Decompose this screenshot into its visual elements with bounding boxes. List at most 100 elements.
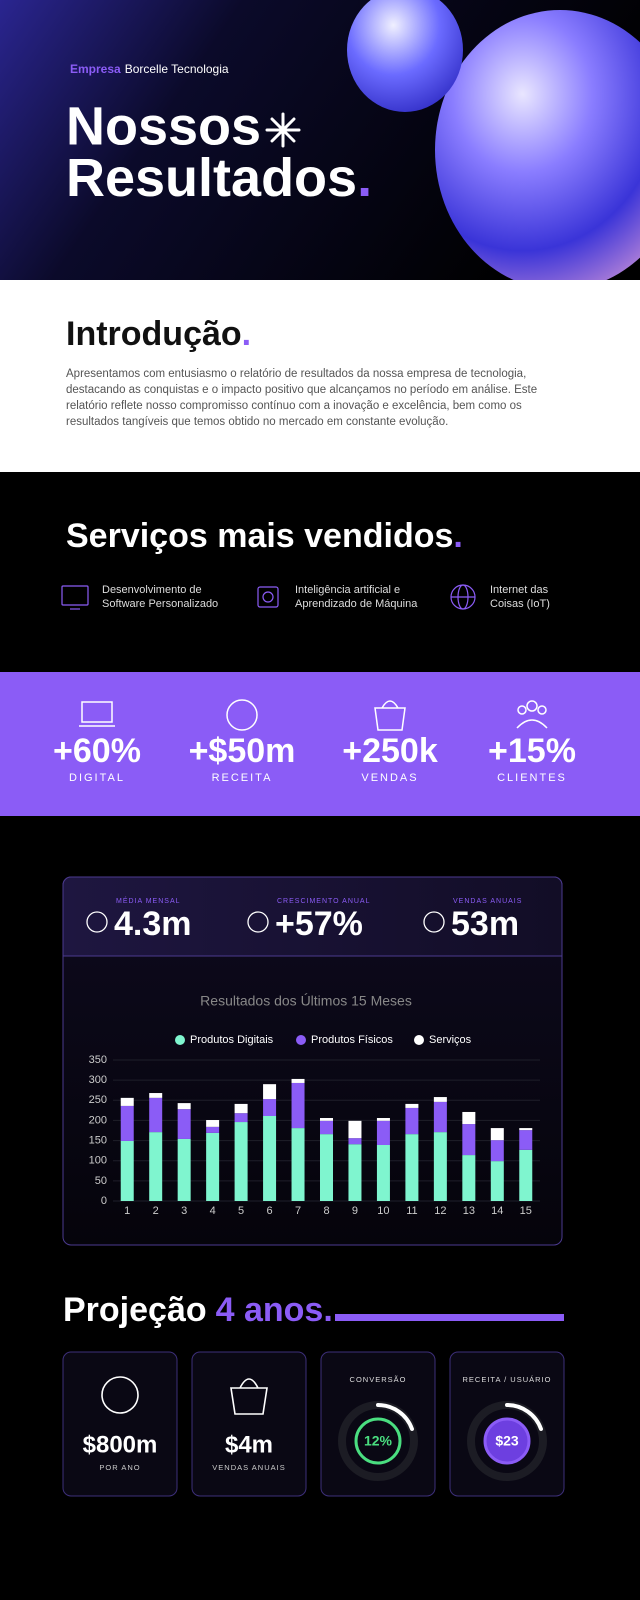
- kpi-icon: [247, 911, 269, 933]
- legend-label: Produtos Físicos: [311, 1034, 393, 1046]
- card-label: RECEITA / USUÁRIO: [463, 1375, 552, 1384]
- bar-segment: [320, 1118, 333, 1121]
- bar-segment: [433, 1097, 447, 1102]
- x-tick-label: 6: [267, 1205, 273, 1217]
- bar-segment: [519, 1149, 533, 1201]
- blob: [347, 0, 463, 112]
- services-bg: [0, 472, 640, 672]
- service-icon: [450, 584, 476, 610]
- stat-label: DIGITAL: [69, 772, 125, 784]
- kpi-value: 53m: [451, 905, 519, 943]
- icon-part: [226, 699, 258, 731]
- x-tick-label: 9: [352, 1205, 358, 1217]
- card-value: $800m: [83, 1431, 158, 1458]
- bar-segment: [348, 1144, 362, 1201]
- stats-bg: [0, 672, 640, 816]
- icon-part: [262, 591, 274, 603]
- chart-title: Resultados dos Últimos 15 Meses: [200, 993, 412, 1009]
- bar-segment: [348, 1120, 362, 1139]
- x-tick-label: 10: [377, 1205, 389, 1217]
- intro-body: Apresentamos com entusiasmo o relatório …: [66, 368, 538, 428]
- service-icon: [257, 586, 279, 608]
- x-tick-label: 7: [295, 1205, 301, 1217]
- y-tick-label: 50: [95, 1175, 107, 1187]
- bar-segment: [320, 1134, 333, 1201]
- bar-segment: [376, 1120, 390, 1146]
- section-title: Introdução.: [66, 315, 251, 353]
- x-tick-label: 4: [210, 1205, 216, 1217]
- legend-swatch: [296, 1035, 306, 1045]
- stat-value: +$50m: [189, 732, 296, 770]
- bar-segment: [433, 1132, 447, 1201]
- bar-segment: [462, 1124, 476, 1156]
- bar-segment: [206, 1126, 220, 1133]
- stat-icon: [516, 700, 548, 729]
- icon-part: [81, 701, 113, 723]
- service-icon: [61, 585, 89, 610]
- y-tick-label: 100: [89, 1155, 107, 1167]
- bar-segment: [177, 1103, 191, 1110]
- card-value: $23: [495, 1433, 519, 1449]
- service-label: Internet das: [490, 584, 549, 596]
- kpi-icon: [86, 911, 108, 933]
- stat-value: +250k: [342, 732, 438, 770]
- stat-icon: [79, 701, 115, 727]
- stat-value: +60%: [53, 732, 141, 770]
- bar-segment: [120, 1097, 134, 1106]
- bar-segment: [291, 1078, 305, 1083]
- title-highlight: 4 anos.: [216, 1291, 333, 1329]
- card-icon: [101, 1376, 139, 1414]
- bar-segment: [149, 1132, 163, 1201]
- card-value: 12%: [364, 1433, 393, 1449]
- bar-segment: [320, 1120, 333, 1135]
- bar-segment: [149, 1093, 163, 1098]
- x-tick-label: 13: [463, 1205, 475, 1217]
- section-title: Serviços mais vendidos.: [66, 517, 463, 555]
- y-tick-label: 250: [89, 1094, 107, 1106]
- bar-segment: [462, 1155, 476, 1201]
- kpi-label: MÉDIA MENSAL: [116, 896, 181, 905]
- kpi-icon: [423, 911, 445, 933]
- card-label: POR ANO: [99, 1463, 140, 1472]
- bar-segment: [376, 1145, 390, 1201]
- bar-segment: [348, 1138, 362, 1145]
- x-tick-label: 1: [124, 1205, 130, 1217]
- bar-segment: [490, 1161, 504, 1201]
- bar-segment: [291, 1082, 305, 1129]
- brand-prefix: Empresa: [70, 62, 121, 76]
- bar-segment: [490, 1128, 504, 1141]
- icon-part: [101, 1376, 139, 1414]
- bar-segment: [263, 1084, 277, 1100]
- bar-segment: [291, 1128, 305, 1201]
- stat-icon: [226, 699, 258, 731]
- legend-label: Serviços: [429, 1034, 472, 1046]
- bar-segment: [206, 1120, 220, 1127]
- y-tick-label: 350: [89, 1054, 107, 1066]
- bar-segment: [376, 1118, 390, 1121]
- icon-part: [374, 700, 406, 731]
- x-tick-label: 14: [491, 1205, 503, 1217]
- x-tick-label: 8: [323, 1205, 329, 1217]
- bar-segment: [462, 1111, 476, 1125]
- bar-segment: [490, 1140, 504, 1162]
- bar-segment: [234, 1113, 248, 1123]
- bar-segment: [405, 1107, 419, 1135]
- legend-swatch: [175, 1035, 185, 1045]
- bar-segment: [120, 1140, 134, 1201]
- bar-segment: [405, 1103, 419, 1108]
- ring-inner: [354, 1417, 402, 1465]
- service-label: Inteligência artificial e: [295, 584, 400, 596]
- legend-label: Produtos Digitais: [190, 1034, 274, 1046]
- icon-part: [257, 586, 279, 608]
- section-title: Projeção 4 anos.: [63, 1291, 333, 1329]
- x-tick-label: 12: [434, 1205, 446, 1217]
- icon-part: [230, 1378, 268, 1415]
- accent-dot: .: [453, 517, 462, 555]
- icon-part: [516, 719, 548, 729]
- ring-arc: [376, 1402, 414, 1431]
- title: Nossos: [66, 96, 261, 156]
- card-label: CONVERSÃO: [350, 1375, 407, 1384]
- bar-segment: [263, 1115, 277, 1201]
